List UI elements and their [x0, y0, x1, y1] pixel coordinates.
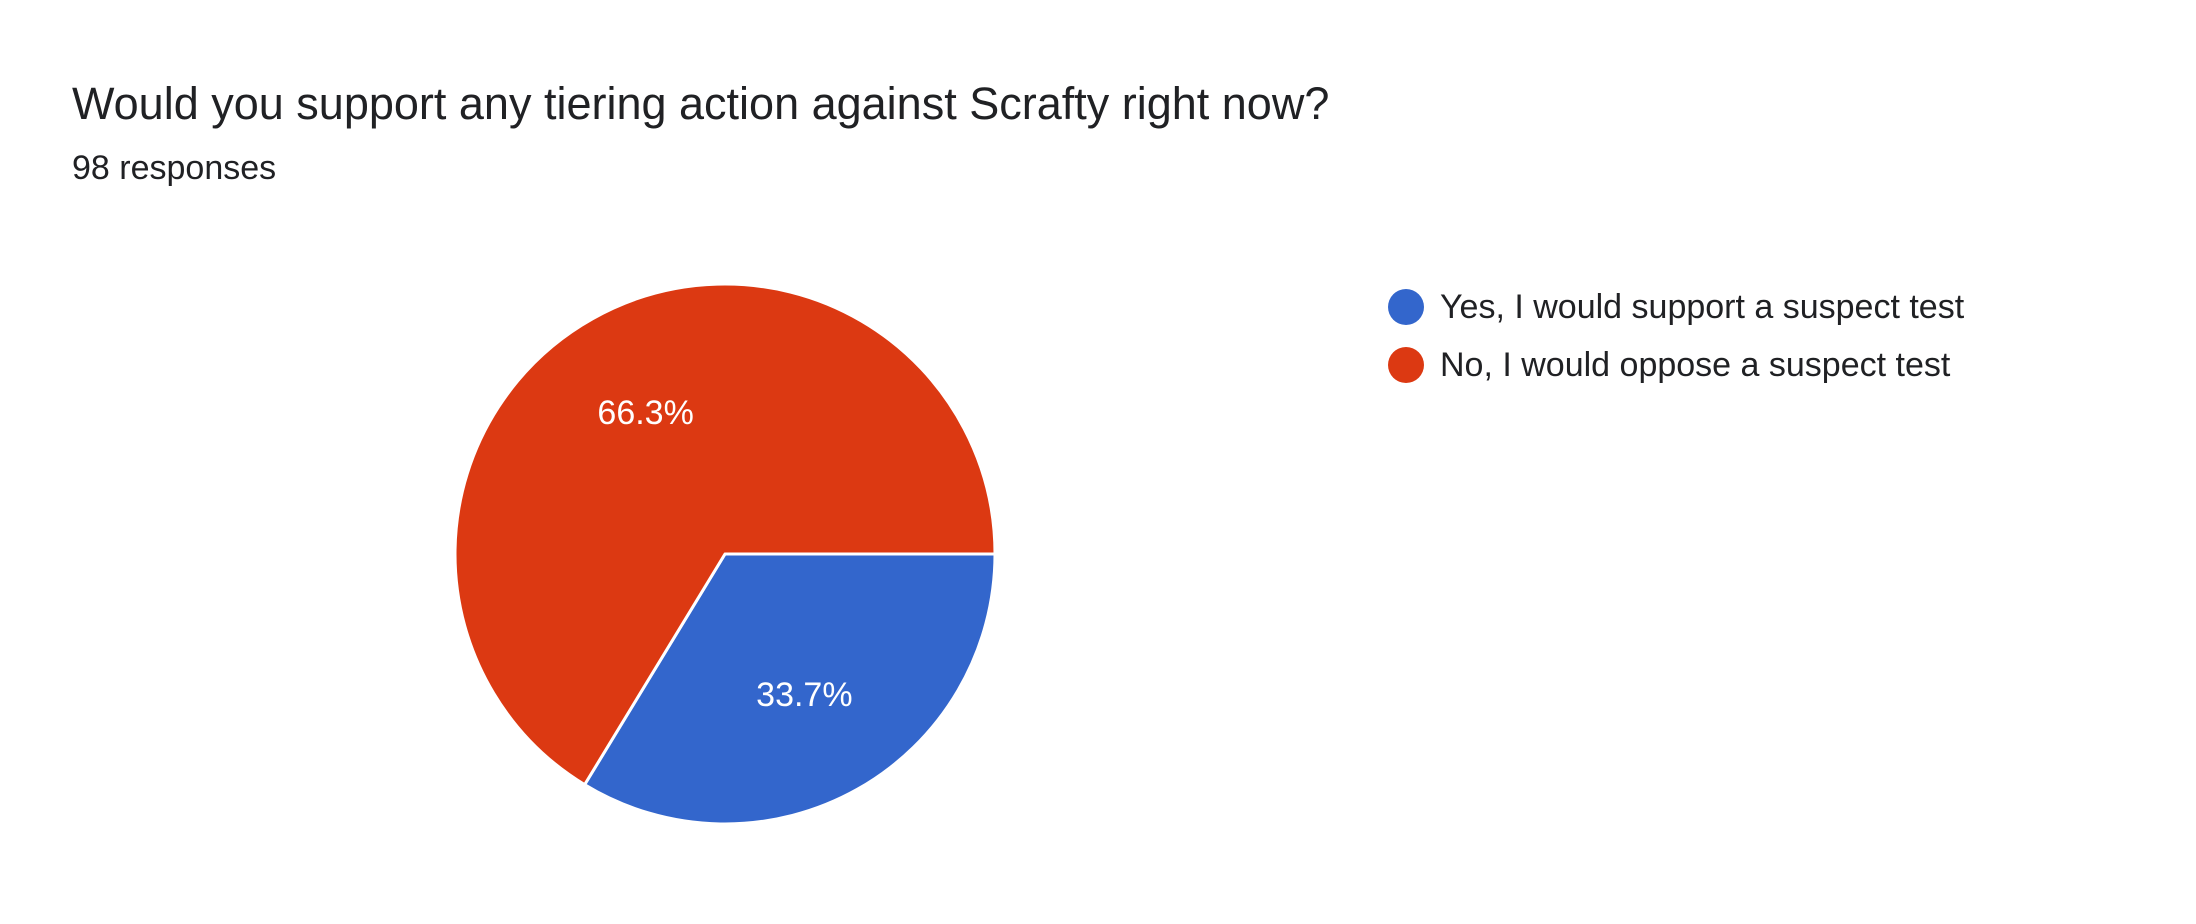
pie-slice-label-yes: 33.7%: [756, 676, 852, 714]
legend-item-no[interactable]: No, I would oppose a suspect test: [1388, 336, 1964, 394]
response-count: 98 responses: [72, 149, 277, 187]
question-title: Would you support any tiering action aga…: [72, 78, 1330, 129]
legend-label-yes: Yes, I would support a suspect test: [1440, 287, 1965, 326]
legend-label-no: No, I would oppose a suspect test: [1440, 345, 1951, 384]
legend-swatch-no: [1388, 347, 1424, 383]
pie-slices: [453, 282, 997, 826]
pie-slice-no[interactable]: [453, 282, 997, 787]
legend: Yes, I would support a suspect test No, …: [1388, 278, 1964, 394]
pie-slice-label-no: 66.3%: [597, 394, 693, 432]
legend-swatch-yes: [1388, 289, 1424, 325]
pie-labels: 33.7% 66.3%: [597, 394, 852, 714]
legend-item-yes[interactable]: Yes, I would support a suspect test: [1388, 278, 1964, 336]
pie-slice-yes[interactable]: [583, 552, 997, 826]
